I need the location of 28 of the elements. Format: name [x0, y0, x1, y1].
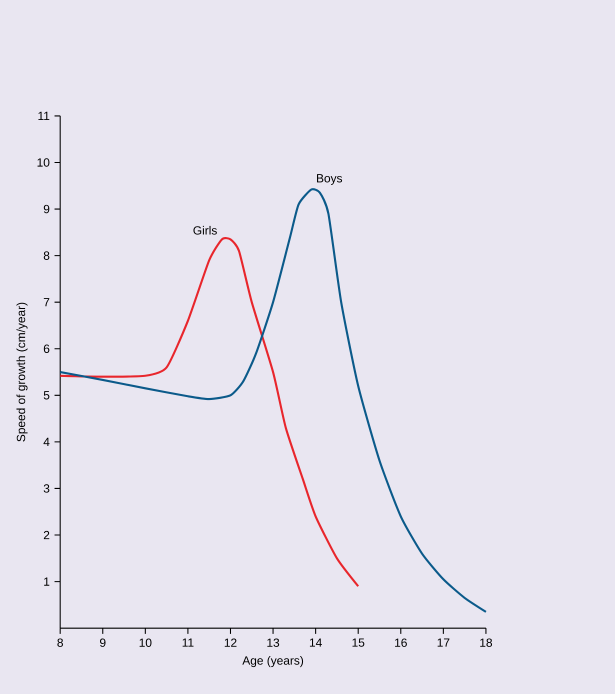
x-tick-label: 15	[352, 638, 364, 647]
x-tick-label: 11	[182, 638, 194, 647]
y-axis-title: Speed of growth (cm/year)	[16, 302, 28, 442]
y-tick-label: 4	[44, 438, 50, 446]
series-label: Girls	[193, 226, 217, 235]
y-tick-label: 1	[44, 578, 50, 586]
x-tick-label: 14	[310, 638, 322, 647]
y-tick-label: 7	[44, 298, 50, 306]
x-axis-title: Age (years)	[242, 656, 304, 668]
x-tick-label: 17	[438, 638, 450, 647]
y-tick-label: 11	[38, 112, 50, 120]
x-tick-label: 12	[224, 638, 236, 647]
y-tick-label: 5	[44, 391, 50, 400]
y-tick-label: 3	[44, 484, 50, 493]
x-tick-label: 18	[480, 638, 492, 647]
x-tick-label: 16	[395, 638, 407, 647]
x-tick-label: 10	[140, 638, 152, 647]
x-tick-label: 8	[57, 638, 63, 647]
y-tick-label: 2	[44, 530, 50, 540]
y-tick-label: 10	[38, 158, 50, 167]
y-tick-label: 6	[44, 344, 50, 353]
x-tick-label: 13	[267, 638, 280, 647]
x-tick-label: 9	[100, 638, 106, 647]
line-series	[59, 237, 360, 588]
y-tick-label: 8	[44, 251, 50, 260]
line-series	[59, 188, 487, 613]
y-tick-label: 9	[44, 204, 50, 214]
series-label: Boys	[317, 174, 342, 185]
